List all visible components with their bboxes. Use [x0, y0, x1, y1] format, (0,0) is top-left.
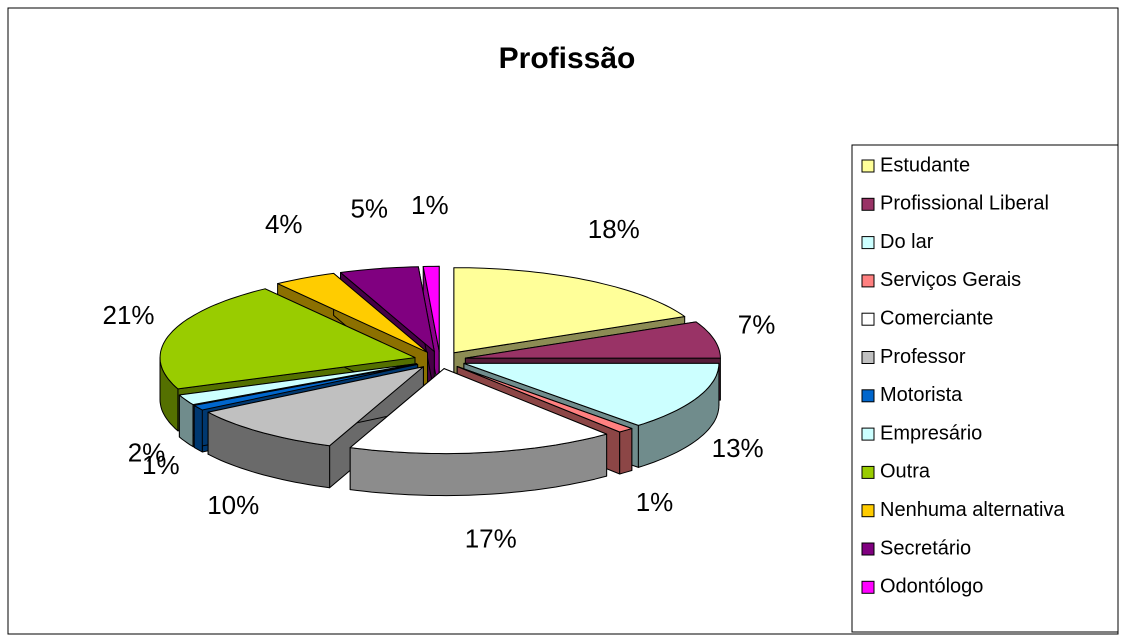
slice [453, 267, 686, 354]
legend-label: Odontólogo [880, 576, 983, 598]
slice [193, 363, 419, 411]
slice [178, 363, 417, 406]
data-label: 1% [142, 450, 180, 480]
legend-swatch [861, 312, 875, 326]
legend-swatch [861, 159, 875, 173]
data-label: 7% [738, 310, 776, 340]
legend-swatch [861, 274, 875, 288]
data-label: 1% [411, 190, 449, 220]
legend-label: Estudante [880, 154, 970, 176]
data-label: 10% [207, 490, 259, 520]
legend-swatch [861, 389, 875, 403]
slice [456, 366, 633, 433]
legend-label: Serviços Gerais [880, 269, 1021, 291]
slice [207, 366, 424, 447]
slice-wall [193, 404, 203, 453]
legend-label: Profissional Liberal [880, 193, 1049, 215]
data-label: 4% [265, 209, 303, 239]
legend-label: Professor [880, 346, 966, 368]
data-label: 21% [103, 300, 155, 330]
data-label: 5% [350, 194, 388, 224]
legend-swatch [861, 351, 875, 364]
legend-label: Empresário [880, 422, 982, 444]
data-label: 13% [712, 433, 764, 463]
legend-swatch [861, 580, 875, 594]
slice [349, 368, 608, 455]
slice [159, 288, 416, 390]
data-label: 18% [588, 214, 640, 244]
legend-label: Outra [880, 461, 931, 483]
legend-box [851, 144, 1119, 633]
legend-swatch [861, 427, 875, 441]
chart-title: Profissão [499, 42, 636, 75]
legend-swatch [861, 542, 875, 556]
slice [463, 362, 720, 426]
legend-swatch [861, 504, 875, 518]
pie [159, 265, 721, 497]
data-label: 17% [465, 523, 517, 553]
slice-wall [619, 428, 633, 475]
legend-swatch [861, 197, 875, 211]
slice [340, 266, 435, 352]
slice [422, 265, 440, 352]
data-label: 1% [636, 487, 674, 517]
legend-label: Secretário [880, 537, 971, 559]
legend-label: Motorista [880, 384, 963, 406]
legend-label: Do lar [880, 231, 934, 253]
legend-label: Comerciante [880, 307, 993, 329]
legend-label: Nenhuma alternativa [880, 499, 1065, 521]
slice [277, 272, 428, 353]
slice [464, 321, 721, 359]
legend-swatch [861, 236, 875, 250]
data-label: 2% [128, 437, 166, 467]
legend-swatch [861, 465, 875, 479]
